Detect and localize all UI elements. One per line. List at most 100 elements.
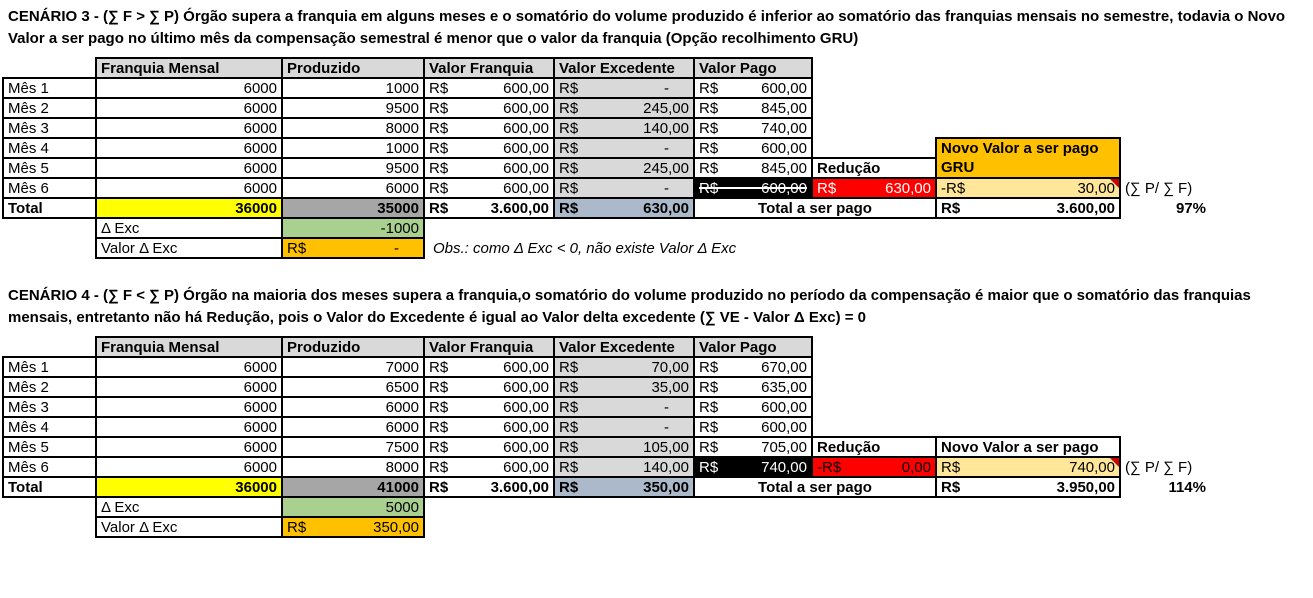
scenario3-title: CENÁRIO 3 - (∑ F > ∑ P) Órgão supera a f… (8, 8, 1286, 47)
currency-symbol: R$ (429, 99, 449, 117)
column-header-franquia-mensal: Franquia Mensal (95, 336, 283, 358)
valor-excedente-cell: R$ 35,00 (553, 376, 695, 398)
empty-cell (424, 218, 1242, 238)
currency-symbol: R$ (817, 179, 837, 197)
empty-cell (3, 58, 96, 78)
amount: 630,00 (885, 179, 931, 197)
franquia-cell: 6000 (95, 117, 283, 139)
valor-pago-cell: R$ 600,00 (693, 396, 813, 418)
month-label: Mês 2 (2, 376, 97, 398)
currency-symbol: R$ (699, 179, 719, 197)
empty-cell (1120, 78, 1242, 98)
table-row-mes6: Mês 6 6000 6000 R$ 600,00 R$ - R$ 600,00 R$… (2, 177, 1242, 199)
currency-symbol: R$ (941, 199, 961, 217)
scenario4-table: Franquia Mensal Produzido Valor Franquia… (2, 336, 1242, 538)
currency-symbol: R$ (287, 239, 307, 257)
valor-excedente-cell: R$ 140,00 (553, 117, 695, 139)
amount: 740,00 (1069, 458, 1115, 476)
currency-symbol: R$ (429, 398, 449, 416)
empty-cell (3, 497, 96, 517)
franquia-cell: 6000 (95, 157, 283, 179)
empty-cell (936, 78, 1120, 98)
empty-cell (1120, 98, 1242, 118)
currency-symbol: R$ (941, 478, 961, 496)
valor-pago-cell: R$ 600,00 (693, 137, 813, 159)
table-row-mes2: Mês 2 6000 6500 R$ 600,00 R$ 35,00 R$ 635,0… (2, 376, 1242, 398)
valor-delta-exc-label: Valor Δ Exc (95, 516, 283, 538)
amount: 3.600,00 (490, 199, 549, 217)
franquia-cell: 6000 (95, 416, 283, 438)
amount: 600,00 (503, 119, 549, 137)
gru-label: GRU (941, 159, 975, 176)
empty-cell (3, 238, 96, 258)
currency-symbol: R$ (699, 358, 719, 376)
currency-symbol: R$ (559, 139, 579, 157)
amount: 600,00 (503, 398, 549, 416)
amount: 600,00 (761, 139, 807, 157)
delta-exc-row: Δ Exc 5000 (3, 496, 1242, 518)
amount: 105,00 (643, 438, 689, 456)
currency-symbol: R$ (429, 179, 449, 197)
month-label: Mês 6 (2, 456, 97, 478)
empty-cell (812, 357, 936, 377)
column-header-produzido: Produzido (281, 57, 425, 79)
column-header-valor-excedente: Valor Excedente (553, 57, 695, 79)
table-row-mes1: Mês 1 6000 7000 R$ 600,00 R$ 70,00 R$ 670,0… (2, 356, 1242, 378)
amount: 845,00 (761, 159, 807, 177)
amount: 3.600,00 (490, 478, 549, 496)
total-label: Total (2, 197, 97, 219)
franquia-cell: 6000 (95, 456, 283, 478)
total-produzido-cell: 41000 (281, 476, 425, 498)
valor-delta-exc-value: R$ 350,00 (281, 516, 425, 538)
produzido-cell: 6500 (281, 376, 425, 398)
amount: 0,00 (901, 458, 931, 476)
currency-symbol: R$ (559, 358, 579, 376)
valor-franquia-cell: R$ 600,00 (423, 436, 555, 458)
ratio-percentage: 114% (1168, 478, 1206, 496)
valor-franquia-cell: R$ 600,00 (423, 177, 555, 199)
empty-cell (1120, 377, 1242, 397)
currency-symbol: R$ (559, 99, 579, 117)
table-row-mes5: Mês 5 6000 7500 R$ 600,00 R$ 105,00 R$ 705,… (2, 436, 1242, 458)
total-produzido-cell: 35000 (281, 197, 425, 219)
total-row: Total 36000 41000 R$ 3.600,00 R$ 350,00 To… (2, 476, 1242, 498)
amount: 350,00 (643, 478, 689, 496)
empty-cell (936, 118, 1120, 138)
table-row-mes3: Mês 3 6000 8000 R$ 600,00 R$ 140,00 R$ 740,… (2, 117, 1242, 139)
scenario4-title: CENÁRIO 4 - (∑ F < ∑ P) Órgão na maioria… (8, 287, 1251, 326)
empty-cell (3, 337, 96, 357)
empty-cell (812, 78, 936, 98)
empty-cell (424, 497, 1242, 517)
month-label: Mês 3 (2, 396, 97, 418)
produzido-cell: 6000 (281, 177, 425, 199)
month-label: Mês 2 (2, 97, 97, 119)
currency-symbol: R$ (559, 378, 579, 396)
valor-excedente-cell: R$ 245,00 (553, 157, 695, 179)
amount: 245,00 (643, 159, 689, 177)
empty-cell (812, 58, 936, 78)
valor-pago-cell: R$ 845,00 (693, 97, 813, 119)
column-header-valor-pago: Valor Pago (693, 336, 813, 358)
empty-cell (936, 357, 1120, 377)
valor-pago-cell: R$ 740,00 (693, 117, 813, 139)
amount: 245,00 (643, 99, 689, 117)
currency-symbol: R$ (429, 139, 449, 157)
empty-cell (812, 397, 936, 417)
empty-cell (1120, 138, 1242, 158)
month-label: Mês 5 (2, 436, 97, 458)
valor-delta-exc-row: Valor Δ Exc R$ 350,00 (3, 516, 1242, 538)
currency-symbol: R$ (699, 398, 719, 416)
total-franquia-cell: 36000 (95, 476, 283, 498)
currency-symbol: R$ (699, 159, 719, 177)
column-header-valor-franquia: Valor Franquia (423, 57, 555, 79)
amount: - (664, 398, 669, 416)
currency-symbol: R$ (429, 458, 449, 476)
amount: 740,00 (761, 119, 807, 137)
total-a-ser-pago-label: Total a ser pago (693, 197, 937, 219)
produzido-cell: 1000 (281, 77, 425, 99)
amount: 600,00 (761, 398, 807, 416)
amount: - (664, 418, 669, 436)
reducao-value-cell: -R$ 0,00 (811, 456, 937, 478)
reducao-label: Redução (811, 157, 937, 179)
